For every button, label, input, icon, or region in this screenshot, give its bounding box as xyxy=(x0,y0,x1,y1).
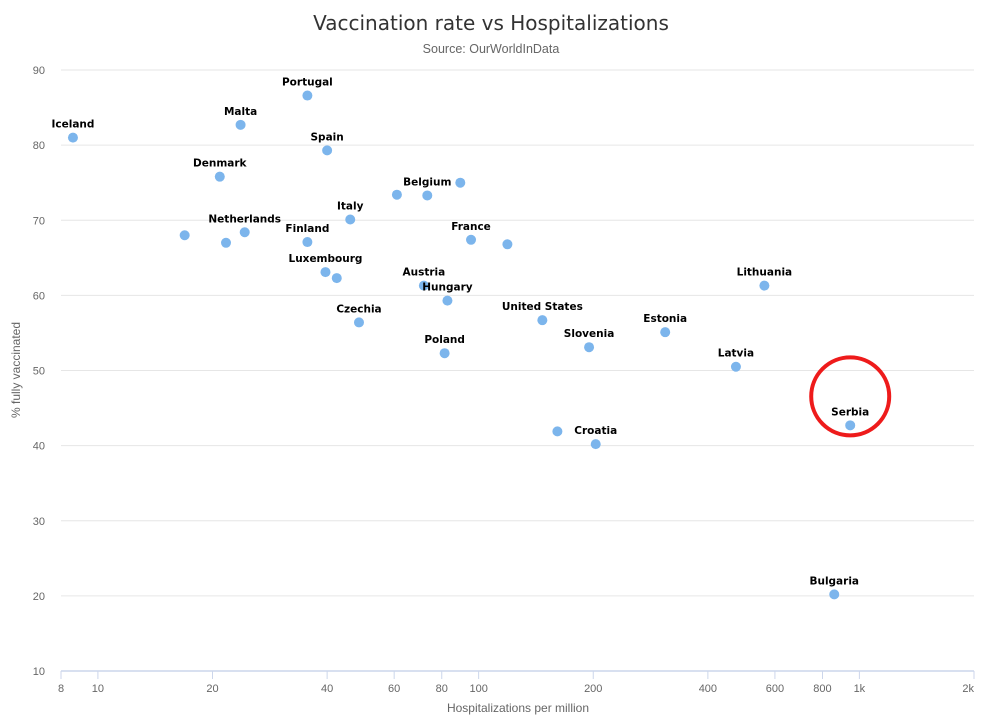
x-tick-label: 80 xyxy=(436,683,448,695)
axes: 10 20 30 40 50 60 70 80 90 8 10 20 40 60 80 100 200 400 60… xyxy=(33,65,975,695)
data-point[interactable] xyxy=(221,237,232,248)
point-label: Poland xyxy=(424,334,465,346)
point-label: Latvia xyxy=(718,348,754,360)
x-tick-label: 20 xyxy=(206,683,218,695)
point-label: Finland xyxy=(285,223,329,235)
data-point[interactable] xyxy=(759,280,770,291)
x-tick-label: 10 xyxy=(92,683,104,695)
data-point[interactable] xyxy=(455,177,466,188)
x-tick-label: 400 xyxy=(699,683,717,695)
highlight-circle xyxy=(809,355,892,438)
point-label: France xyxy=(451,221,491,233)
x-tick-label: 800 xyxy=(813,683,831,695)
data-point[interactable] xyxy=(829,589,840,600)
data-point[interactable] xyxy=(845,420,856,431)
data-point[interactable] xyxy=(418,280,429,291)
y-tick-label: 30 xyxy=(33,516,45,528)
chart-title: Vaccination rate vs Hospitalizations xyxy=(313,11,669,35)
data-point[interactable] xyxy=(439,348,450,359)
point-label: Slovenia xyxy=(564,328,615,340)
point-label: Italy xyxy=(337,200,364,212)
point-label: Czechia xyxy=(336,303,381,315)
data-point[interactable] xyxy=(590,439,601,450)
y-tick-label: 70 xyxy=(33,215,45,227)
data-point[interactable] xyxy=(67,132,78,143)
data-point[interactable] xyxy=(322,145,333,156)
x-tick-label: 100 xyxy=(469,683,487,695)
data-point[interactable] xyxy=(502,239,513,250)
grid-lines xyxy=(61,69,974,597)
point-label: Denmark xyxy=(193,158,248,170)
data-point[interactable] xyxy=(391,189,402,200)
point-label: Croatia xyxy=(574,425,617,437)
data-point[interactable] xyxy=(345,214,356,225)
data-points xyxy=(67,90,856,600)
data-point[interactable] xyxy=(466,234,477,245)
x-tick-label: 8 xyxy=(58,683,64,695)
data-point[interactable] xyxy=(179,230,190,241)
point-label: Portugal xyxy=(282,77,333,89)
x-tick-label: 200 xyxy=(584,683,602,695)
data-point[interactable] xyxy=(442,295,453,306)
y-tick-label: 80 xyxy=(33,140,45,152)
point-label: Bulgaria xyxy=(809,575,859,587)
point-label: Serbia xyxy=(831,406,869,418)
data-point[interactable] xyxy=(537,315,548,326)
x-tick-label: 1k xyxy=(854,683,866,695)
x-tick-label: 40 xyxy=(321,683,333,695)
point-label: United States xyxy=(502,301,583,313)
point-label: Lithuania xyxy=(737,267,793,279)
point-label: Belgium xyxy=(403,176,451,188)
annotations xyxy=(809,355,892,438)
data-point[interactable] xyxy=(235,119,246,130)
point-label: Hungary xyxy=(422,282,473,294)
data-point[interactable] xyxy=(660,327,671,338)
point-label: Estonia xyxy=(643,313,687,325)
data-point[interactable] xyxy=(302,90,313,101)
point-label: Netherlands xyxy=(208,213,281,225)
data-point[interactable] xyxy=(422,190,433,201)
point-label: Luxembourg xyxy=(289,253,363,265)
data-point[interactable] xyxy=(552,426,563,437)
point-label: Iceland xyxy=(51,119,94,131)
x-axis-title: Hospitalizations per million xyxy=(447,701,589,715)
y-tick-label: 10 xyxy=(33,666,45,678)
point-label: Malta xyxy=(224,106,257,118)
y-tick-label: 50 xyxy=(33,366,45,378)
data-point[interactable] xyxy=(353,317,364,328)
point-labels: Iceland Portugal Malta Spain Denmark Belgium I… xyxy=(51,77,869,588)
data-point[interactable] xyxy=(331,273,342,284)
data-point[interactable] xyxy=(302,237,313,248)
data-point[interactable] xyxy=(730,361,741,372)
data-point[interactable] xyxy=(214,171,225,182)
data-point[interactable] xyxy=(239,227,250,238)
point-label: Austria xyxy=(402,267,445,279)
data-point[interactable] xyxy=(584,342,595,353)
y-tick-label: 90 xyxy=(33,65,45,77)
chart-subtitle: Source: OurWorldInData xyxy=(423,42,560,56)
y-tick-label: 40 xyxy=(33,441,45,453)
y-axis-title: % fully vaccinated xyxy=(9,322,23,418)
y-tick-label: 60 xyxy=(33,290,45,302)
y-tick-label: 20 xyxy=(33,591,45,603)
x-tick-label: 60 xyxy=(388,683,400,695)
x-tick-label: 2k xyxy=(962,683,974,695)
data-point[interactable] xyxy=(320,267,331,278)
point-label: Spain xyxy=(311,131,344,143)
x-tick-label: 600 xyxy=(766,683,784,695)
